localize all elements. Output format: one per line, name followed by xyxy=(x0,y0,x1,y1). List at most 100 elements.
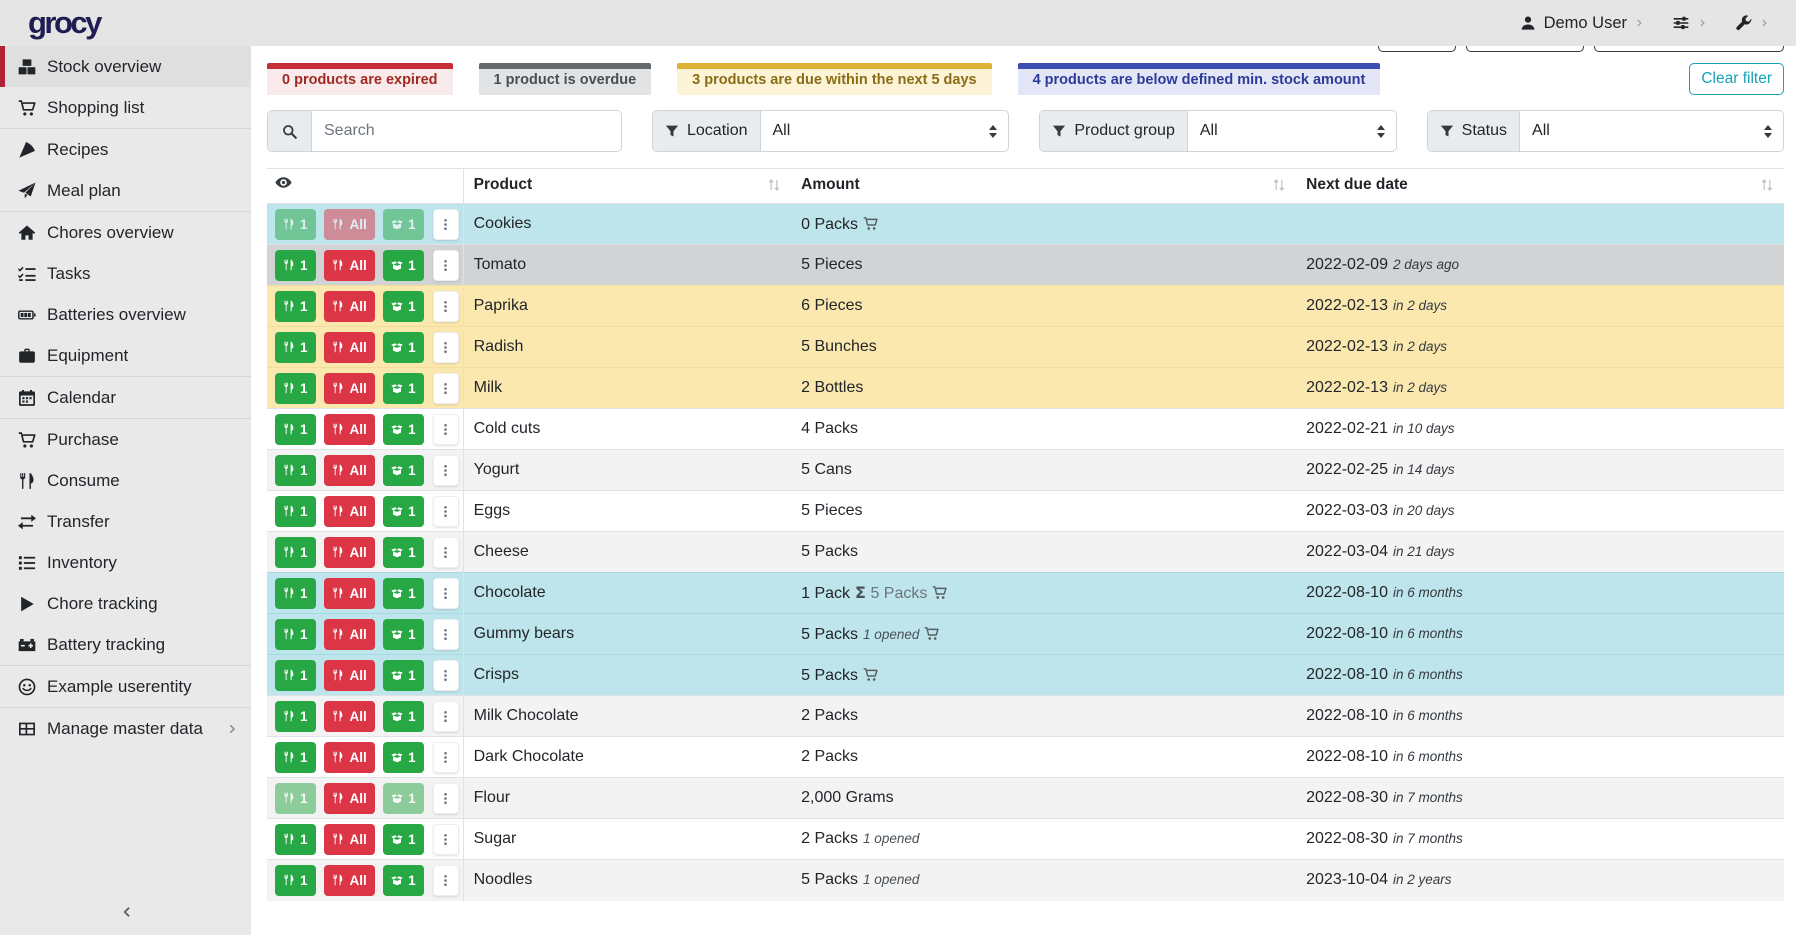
consume-one-button[interactable]: 1 xyxy=(275,536,316,568)
product-name[interactable]: Cookies xyxy=(473,215,532,232)
product-name[interactable]: Sugar xyxy=(473,830,517,847)
product-name[interactable]: Eggs xyxy=(473,502,511,519)
status-card-belowmin[interactable]: 4 products are below defined min. stock … xyxy=(1017,63,1381,95)
consume-one-button[interactable]: 1 xyxy=(275,290,316,322)
open-one-button[interactable]: 1 xyxy=(383,823,425,855)
row-menu-button[interactable] xyxy=(432,495,459,527)
status-card-expired[interactable]: 0 products are expired xyxy=(267,63,453,95)
product-name[interactable]: Paprika xyxy=(473,297,528,314)
sidebar-item-example-userentity[interactable]: Example userentity xyxy=(0,666,251,707)
product-name[interactable]: Chocolate xyxy=(473,584,546,601)
row-menu-button[interactable] xyxy=(432,331,459,363)
eye-icon[interactable] xyxy=(275,174,292,191)
open-one-button[interactable]: 1 xyxy=(383,618,425,650)
consume-all-button[interactable]: All xyxy=(324,864,375,896)
sidebar-item-shopping-list[interactable]: Shopping list xyxy=(0,87,251,128)
open-one-button[interactable]: 1 xyxy=(383,577,425,609)
sidebar-item-stock-overview[interactable]: Stock overview xyxy=(0,46,251,87)
consume-all-button[interactable]: All xyxy=(324,741,375,773)
consume-one-button[interactable]: 1 xyxy=(275,208,316,240)
consume-all-button[interactable]: All xyxy=(324,249,375,281)
open-one-button[interactable]: 1 xyxy=(383,495,425,527)
row-menu-button[interactable] xyxy=(432,372,459,404)
row-menu-button[interactable] xyxy=(432,454,459,486)
consume-all-button[interactable]: All xyxy=(324,577,375,609)
product-name[interactable]: Flour xyxy=(473,789,511,806)
column-visibility-header[interactable] xyxy=(267,168,464,204)
open-one-button[interactable]: 1 xyxy=(383,741,425,773)
status-card-overdue[interactable]: 1 product is overdue xyxy=(478,63,652,95)
product-name[interactable]: Noodles xyxy=(473,871,533,889)
sidebar-item-transfer[interactable]: Transfer xyxy=(0,501,251,542)
consume-all-button[interactable]: All xyxy=(324,372,375,404)
consume-all-button[interactable]: All xyxy=(324,454,375,486)
consume-one-button[interactable]: 1 xyxy=(275,249,316,281)
status-card-duesoon[interactable]: 3 products are due within the next 5 day… xyxy=(677,63,992,95)
consume-one-button[interactable]: 1 xyxy=(275,372,316,404)
sidebar-item-purchase[interactable]: Purchase xyxy=(0,419,251,460)
open-one-button[interactable]: 1 xyxy=(383,208,425,240)
consume-all-button[interactable]: All xyxy=(324,290,375,322)
row-menu-button[interactable] xyxy=(432,290,459,322)
row-menu-button[interactable] xyxy=(432,577,459,609)
open-one-button[interactable]: 1 xyxy=(383,331,425,363)
open-one-button[interactable]: 1 xyxy=(383,700,425,732)
product-name[interactable]: Yogurt xyxy=(473,461,520,478)
sidebar-item-chores-overview[interactable]: Chores overview xyxy=(0,212,251,253)
consume-all-button[interactable]: All xyxy=(324,782,375,814)
user-menu[interactable]: Demo User xyxy=(1520,14,1645,33)
sidebar-item-battery-tracking[interactable]: Battery tracking xyxy=(0,624,251,665)
consume-all-button[interactable]: All xyxy=(324,659,375,691)
product-name[interactable]: Milk xyxy=(473,379,503,396)
sidebar-item-inventory[interactable]: Inventory xyxy=(0,542,251,583)
product-name[interactable]: Cold cuts xyxy=(473,420,541,437)
column-header-product[interactable]: Product xyxy=(463,168,792,204)
open-one-button[interactable]: 1 xyxy=(383,454,425,486)
open-one-button[interactable]: 1 xyxy=(383,864,425,896)
clear-filter-button[interactable]: Clear filter xyxy=(1689,63,1784,95)
sidebar-item-consume[interactable]: Consume xyxy=(0,460,251,501)
consume-all-button[interactable]: All xyxy=(324,823,375,855)
row-menu-button[interactable] xyxy=(432,823,459,855)
consume-all-button[interactable]: All xyxy=(324,208,375,240)
open-one-button[interactable]: 1 xyxy=(383,249,425,281)
product-name[interactable]: Gummy bears xyxy=(473,625,575,642)
consume-one-button[interactable]: 1 xyxy=(275,495,316,527)
app-logo[interactable]: grocy xyxy=(28,5,102,40)
row-menu-button[interactable] xyxy=(432,659,459,691)
product-name[interactable]: Cheese xyxy=(473,543,529,560)
sidebar-item-tasks[interactable]: Tasks xyxy=(0,253,251,294)
product-name[interactable]: Dark Chocolate xyxy=(473,748,584,765)
row-menu-button[interactable] xyxy=(432,618,459,650)
row-menu-button[interactable] xyxy=(432,782,459,814)
sidebar-item-batteries-overview[interactable]: Batteries overview xyxy=(0,294,251,335)
open-one-button[interactable]: 1 xyxy=(383,372,425,404)
consume-all-button[interactable]: All xyxy=(324,536,375,568)
search-input[interactable] xyxy=(312,111,621,151)
consume-one-button[interactable]: 1 xyxy=(275,331,316,363)
filter-select[interactable]: All xyxy=(1188,111,1396,151)
open-one-button[interactable]: 1 xyxy=(383,413,425,445)
consume-one-button[interactable]: 1 xyxy=(275,864,316,896)
row-menu-button[interactable] xyxy=(432,864,459,896)
consume-one-button[interactable]: 1 xyxy=(275,413,316,445)
consume-one-button[interactable]: 1 xyxy=(275,823,316,855)
filter-select[interactable]: All xyxy=(1520,111,1783,151)
consume-all-button[interactable]: All xyxy=(324,413,375,445)
row-menu-button[interactable] xyxy=(432,536,459,568)
sidebar-item-recipes[interactable]: Recipes xyxy=(0,129,251,170)
filter-select[interactable]: All xyxy=(761,111,1009,151)
consume-all-button[interactable]: All xyxy=(324,618,375,650)
sidebar-item-meal-plan[interactable]: Meal plan xyxy=(0,170,251,211)
column-header-next-due-date[interactable]: Next due date xyxy=(1296,168,1784,204)
sidebar-item-equipment[interactable]: Equipment xyxy=(0,335,251,376)
open-one-button[interactable]: 1 xyxy=(383,536,425,568)
consume-one-button[interactable]: 1 xyxy=(275,659,316,691)
row-menu-button[interactable] xyxy=(432,249,459,281)
consume-one-button[interactable]: 1 xyxy=(275,741,316,773)
consume-all-button[interactable]: All xyxy=(324,700,375,732)
open-one-button[interactable]: 1 xyxy=(383,659,425,691)
consume-all-button[interactable]: All xyxy=(324,331,375,363)
open-one-button[interactable]: 1 xyxy=(383,290,425,322)
consume-one-button[interactable]: 1 xyxy=(275,618,316,650)
